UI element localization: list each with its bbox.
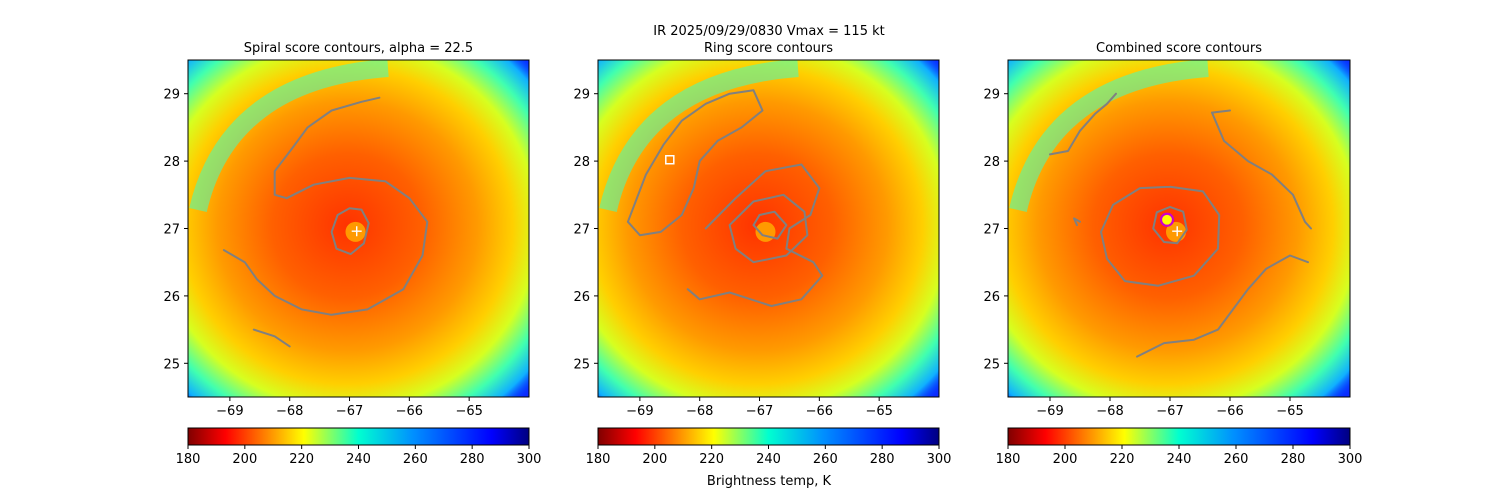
panel-spiral: Spiral score contours, alpha = 22.5 −69 −6… xyxy=(163,41,542,467)
colorbar xyxy=(1007,427,1351,446)
x-tick-label: −65 xyxy=(1276,404,1303,419)
contours xyxy=(222,96,429,348)
contour-line xyxy=(752,210,788,240)
colorbar-tick-label: 240 xyxy=(346,452,371,467)
y-tick-label: 28 xyxy=(573,155,590,170)
ir-image xyxy=(1008,60,1350,397)
colorbar-tick-label: 260 xyxy=(1224,452,1249,467)
panel-title: Ring score contours xyxy=(704,41,833,56)
contours xyxy=(1049,92,1312,358)
rain-band xyxy=(1009,60,1209,213)
contour-line xyxy=(252,328,291,348)
colorbar-tick-label: 220 xyxy=(289,452,314,467)
y-tick-label: 26 xyxy=(573,290,590,305)
y-tick-label: 27 xyxy=(163,223,180,238)
panel-combined: Combined score contours −69 −68 −67 −66 −65 25… xyxy=(983,41,1363,467)
y-tick-label: 25 xyxy=(983,357,1000,372)
colorbar-tick-label: 220 xyxy=(699,452,724,467)
contour-line xyxy=(626,89,764,237)
x-tick-label: −69 xyxy=(216,404,243,419)
y-tick-label: 27 xyxy=(983,223,1000,238)
center-marker xyxy=(1172,226,1183,237)
x-tick-label: −69 xyxy=(626,404,653,419)
y-tick-label: 29 xyxy=(983,88,1000,103)
y-tick-label: 27 xyxy=(573,223,590,238)
y-tick-label: 29 xyxy=(163,88,180,103)
x-tick-label: −65 xyxy=(865,404,892,419)
contour-line xyxy=(1049,92,1117,156)
ir-image xyxy=(598,60,939,397)
y-tick-label: 26 xyxy=(983,290,1000,305)
x-tick-label: −66 xyxy=(1216,404,1243,419)
y-tick-label: 25 xyxy=(163,357,180,372)
colorbar-tick-label: 240 xyxy=(1167,452,1192,467)
rain-band xyxy=(599,60,799,213)
y-tick-label: 28 xyxy=(983,155,1000,170)
panel-ring: Ring score contours −69 −68 −67 −66 −65 25 26 27… xyxy=(573,41,952,467)
x-tick-label: −67 xyxy=(336,404,363,419)
x-tick-label: −66 xyxy=(806,404,833,419)
colorbar-tick-label: 220 xyxy=(1110,452,1135,467)
x-tick-label: −68 xyxy=(686,404,713,419)
colorbar-tick-label: 240 xyxy=(756,452,781,467)
colorbar-tick-label: 280 xyxy=(870,452,895,467)
colorbar-tick-label: 280 xyxy=(1281,452,1306,467)
y-tick-label: 26 xyxy=(163,290,180,305)
colorbar-tick-label: 180 xyxy=(586,452,611,467)
contour-line xyxy=(1073,217,1081,227)
colorbar xyxy=(187,427,530,446)
x-tick-label: −68 xyxy=(276,404,303,419)
panel-title: Combined score contours xyxy=(1096,41,1262,56)
x-tick-label: −69 xyxy=(1036,404,1063,419)
contour-line xyxy=(1211,111,1312,230)
rain-band xyxy=(189,60,389,213)
center-marker xyxy=(665,155,675,165)
colorbar-tick-label: 300 xyxy=(517,452,542,467)
contour-line xyxy=(728,193,809,264)
contour-line xyxy=(1152,205,1188,245)
best-center-marker xyxy=(1159,212,1175,227)
x-tick-label: −67 xyxy=(746,404,773,419)
contour-line xyxy=(686,163,824,307)
colorbar-tick-label: 260 xyxy=(403,452,428,467)
colorbar-tick-label: 200 xyxy=(1053,452,1078,467)
panel-title: Spiral score contours, alpha = 22.5 xyxy=(244,41,473,56)
colorbar-tick-label: 280 xyxy=(460,452,485,467)
x-tick-label: −67 xyxy=(1156,404,1183,419)
colorbar-tick-label: 300 xyxy=(927,452,952,467)
contour-line xyxy=(1136,254,1309,358)
x-tick-label: −66 xyxy=(396,404,423,419)
colorbar-tick-label: 200 xyxy=(642,452,667,467)
colorbar-tick-label: 300 xyxy=(1338,452,1363,467)
contour-line xyxy=(273,96,381,200)
contour-line xyxy=(1211,109,1231,114)
colorbar-label: Brightness temp, K xyxy=(707,474,832,489)
colorbar-tick-label: 180 xyxy=(996,452,1021,467)
y-tick-label: 29 xyxy=(573,88,590,103)
y-tick-label: 28 xyxy=(163,155,180,170)
contour-line xyxy=(222,176,429,316)
contours xyxy=(626,89,824,307)
contour-line xyxy=(1100,185,1221,287)
y-tick-label: 25 xyxy=(573,357,590,372)
colorbar-tick-label: 260 xyxy=(813,452,838,467)
colorbar-tick-label: 180 xyxy=(176,452,201,467)
colorbar xyxy=(597,427,940,446)
x-tick-label: −65 xyxy=(455,404,482,419)
center-marker xyxy=(351,226,362,237)
colorbar-tick-label: 200 xyxy=(232,452,257,467)
ir-image xyxy=(188,60,529,397)
figure-suptitle: IR 2025/09/29/0830 Vmax = 115 kt xyxy=(653,24,884,39)
contour-line xyxy=(330,207,370,256)
x-tick-label: −68 xyxy=(1096,404,1123,419)
